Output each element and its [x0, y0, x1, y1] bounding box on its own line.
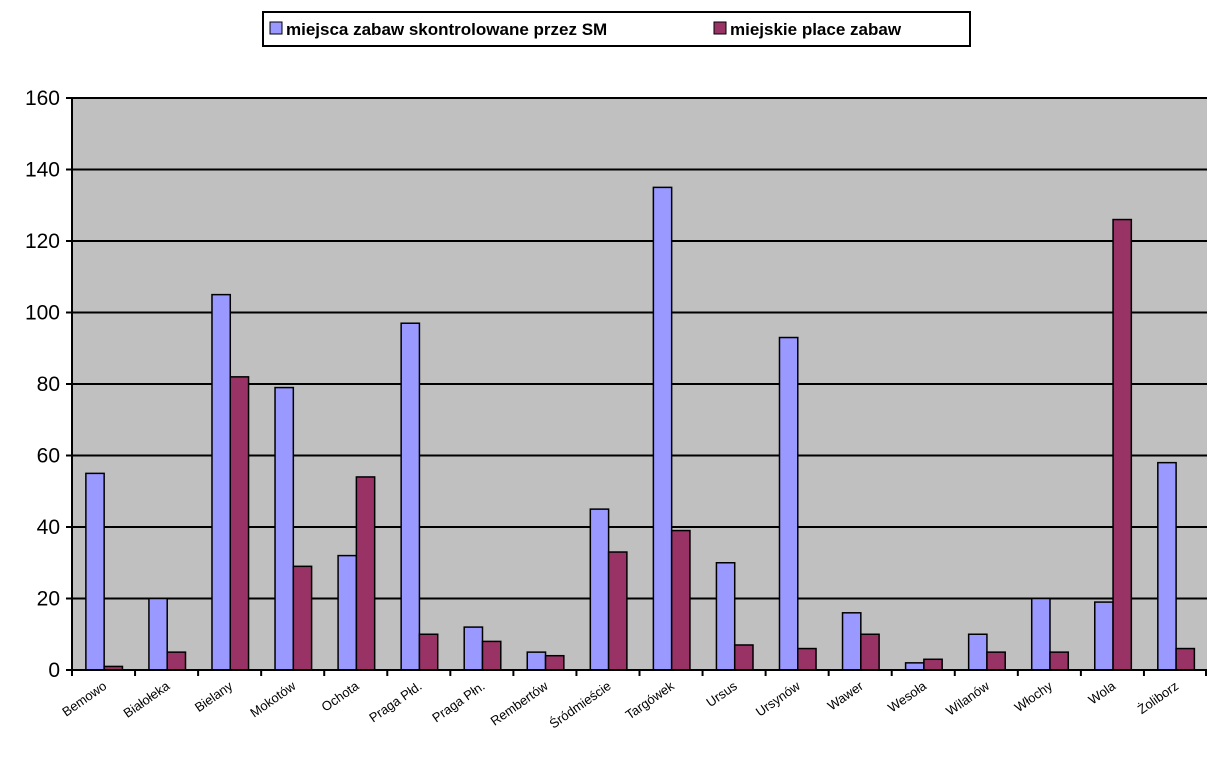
- bar-series-2-17: [1175, 647, 1196, 671]
- y-tick-label: 60: [37, 445, 60, 468]
- y-tick-label: 0: [48, 659, 60, 682]
- x-tick-label: Śródmieście: [546, 678, 613, 731]
- bar-series-1-9: [652, 186, 673, 671]
- bar-series-2-1: [166, 651, 187, 671]
- bar-series-2-5: [418, 633, 439, 671]
- bar-series-1-11: [778, 336, 799, 671]
- bar-series-2-7: [544, 654, 565, 671]
- x-tick-label: Wesoła: [885, 678, 930, 715]
- bar-series-2-6: [481, 640, 502, 671]
- bar-series-1-16: [1094, 601, 1114, 671]
- legend-label-series-2: miejskie place zabaw: [730, 20, 902, 39]
- bar-series-2-14: [986, 651, 1006, 671]
- x-tick-label: Rembertów: [488, 678, 552, 729]
- bar-series-1-0: [85, 472, 105, 671]
- x-axis-labels: Bemowo Białołeka Bielany Mokotów Ochota Praga…: [59, 678, 1181, 732]
- bar-series-2-16: [1112, 218, 1133, 671]
- x-tick-label: Włochy: [1012, 678, 1056, 715]
- y-tick-label: 20: [37, 588, 60, 611]
- bar-series-2-2: [229, 376, 250, 671]
- y-tick-label: 140: [25, 159, 60, 182]
- y-tick-label: 160: [25, 87, 60, 110]
- bar-series-1-5: [400, 322, 421, 671]
- x-tick-label: Wilanów: [943, 678, 992, 719]
- bar-series-2-9: [670, 529, 691, 671]
- bar-series-1-3: [274, 386, 295, 671]
- bar-series-2-13: [923, 658, 943, 671]
- x-tick-label: Praga Płn.: [429, 678, 487, 725]
- y-axis-ticks: 0 20 40 60 80 100 120 140 160: [25, 87, 72, 682]
- bar-series-1-1: [148, 597, 168, 671]
- y-tick-label: 120: [25, 230, 60, 253]
- bar-series-1-2: [211, 293, 232, 671]
- x-tick-label: Targówek: [623, 678, 678, 722]
- y-tick-label: 40: [37, 516, 60, 539]
- bar-series-2-8: [607, 551, 628, 671]
- bar-series-2-3: [292, 565, 313, 671]
- bars: [85, 186, 1196, 671]
- bar-series-1-13: [904, 662, 925, 671]
- x-tick-label: Wawer: [825, 678, 867, 714]
- legend-label-series-1: miejsca zabaw skontrolowane przez SM: [286, 20, 607, 39]
- bar-series-2-11: [797, 647, 817, 671]
- x-tick-label: Ursynów: [753, 678, 804, 720]
- x-tick-label: Białołeka: [120, 678, 172, 721]
- legend-box: [262, 11, 971, 47]
- bar-series-2-4: [355, 476, 376, 671]
- x-tick-label: Ursus: [703, 678, 740, 710]
- bar-series-1-7: [526, 651, 547, 671]
- y-tick-label: 100: [25, 302, 60, 325]
- legend: miejsca zabaw skontrolowane przez SM mie…: [262, 11, 971, 47]
- x-tick-label: Bemowo: [59, 678, 109, 719]
- bar-series-1-4: [337, 554, 358, 671]
- x-tick-label: Mokotów: [247, 678, 299, 720]
- x-tick-label: Żoliborz: [1135, 678, 1181, 717]
- bar-series-2-12: [860, 633, 880, 671]
- x-tick-label: Praga Płd.: [366, 678, 424, 725]
- x-tick-label: Ochota: [319, 678, 363, 715]
- bar-series-1-10: [715, 562, 736, 671]
- legend-swatch-series-2: [713, 21, 727, 35]
- bar-series-1-8: [589, 508, 610, 671]
- bar-series-1-15: [1030, 597, 1051, 671]
- bar-series-1-6: [463, 626, 484, 671]
- legend-swatch-series-1: [269, 21, 283, 35]
- x-tick-label: Bielany: [192, 678, 236, 715]
- bar-series-2-15: [1049, 651, 1070, 671]
- gridlines: [72, 97, 1207, 671]
- y-tick-label: 80: [37, 373, 60, 396]
- bar-series-1-14: [967, 633, 988, 671]
- bar-series-1-17: [1157, 461, 1177, 671]
- bar-series-1-12: [841, 612, 862, 671]
- bar-series-2-10: [733, 644, 754, 671]
- x-tick-label: Wola: [1085, 678, 1118, 708]
- axes: [71, 98, 1207, 676]
